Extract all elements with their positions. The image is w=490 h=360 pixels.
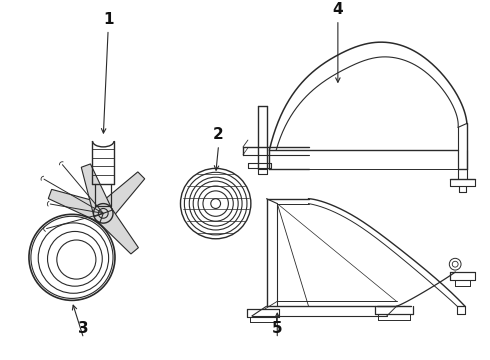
Polygon shape	[81, 164, 112, 217]
Polygon shape	[96, 207, 138, 254]
Text: 5: 5	[272, 320, 283, 336]
Polygon shape	[97, 172, 145, 220]
Text: 3: 3	[78, 320, 89, 336]
Text: 2: 2	[213, 127, 224, 142]
Text: 4: 4	[333, 2, 343, 17]
Text: 1: 1	[103, 12, 113, 27]
Polygon shape	[49, 189, 107, 222]
